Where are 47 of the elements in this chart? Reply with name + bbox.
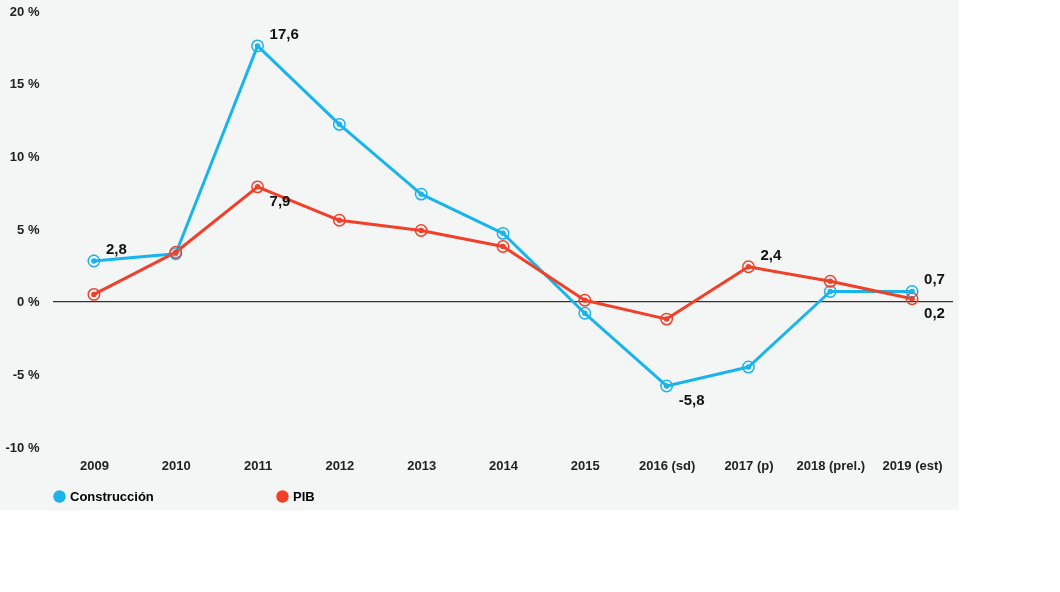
point (578, 306, 592, 320)
x-tick-label: 2010 (161, 457, 191, 473)
data-label: 2,4 (760, 245, 782, 263)
point (578, 293, 592, 307)
legend-label: PIB (293, 488, 315, 504)
point (251, 180, 264, 194)
x-tick-label: 2018 (prel.) (796, 457, 866, 473)
data-label: 2,8 (105, 239, 127, 257)
x-tick-label: 2017 (p) (724, 457, 774, 473)
x-tick-label: 2016 (sd) (638, 457, 696, 473)
point (496, 226, 510, 240)
point (660, 379, 674, 393)
point (87, 254, 101, 268)
data-label: 0,7 (924, 270, 945, 288)
data-label: 7,9 (269, 191, 291, 209)
x-tick-label: 2013 (407, 457, 437, 473)
point (414, 224, 428, 237)
point (660, 312, 674, 326)
point (414, 187, 428, 201)
point (332, 117, 346, 131)
x-tick-label: 2009 (79, 457, 109, 473)
x-tick-label: 2012 (325, 457, 355, 473)
y-tick-label: 5 % (17, 221, 40, 237)
data-label: 0,2 (924, 303, 945, 321)
legend-label: Construcción (70, 488, 154, 504)
y-tick-label: 20 % (9, 3, 40, 19)
point (905, 285, 919, 298)
point (742, 260, 755, 274)
point (742, 360, 755, 374)
point (496, 240, 510, 253)
y-tick-label: -10 % (5, 439, 40, 455)
x-tick-label: 2019 (est) (882, 457, 943, 473)
point (823, 274, 837, 288)
data-label: -5,8 (678, 390, 705, 408)
data-label: 17,6 (269, 24, 299, 42)
x-tick-label: 2011 (243, 457, 273, 473)
point (332, 213, 346, 227)
point (905, 292, 919, 306)
y-tick-label: 0 % (17, 294, 40, 310)
y-tick-label: 15 % (9, 76, 40, 92)
point (87, 287, 101, 301)
point (823, 285, 837, 298)
y-tick-label: 10 % (9, 148, 40, 164)
point (251, 39, 264, 53)
x-tick-label: 2015 (570, 457, 600, 473)
x-tick-label: 2014 (489, 457, 519, 473)
y-tick-label: -5 % (12, 366, 40, 382)
